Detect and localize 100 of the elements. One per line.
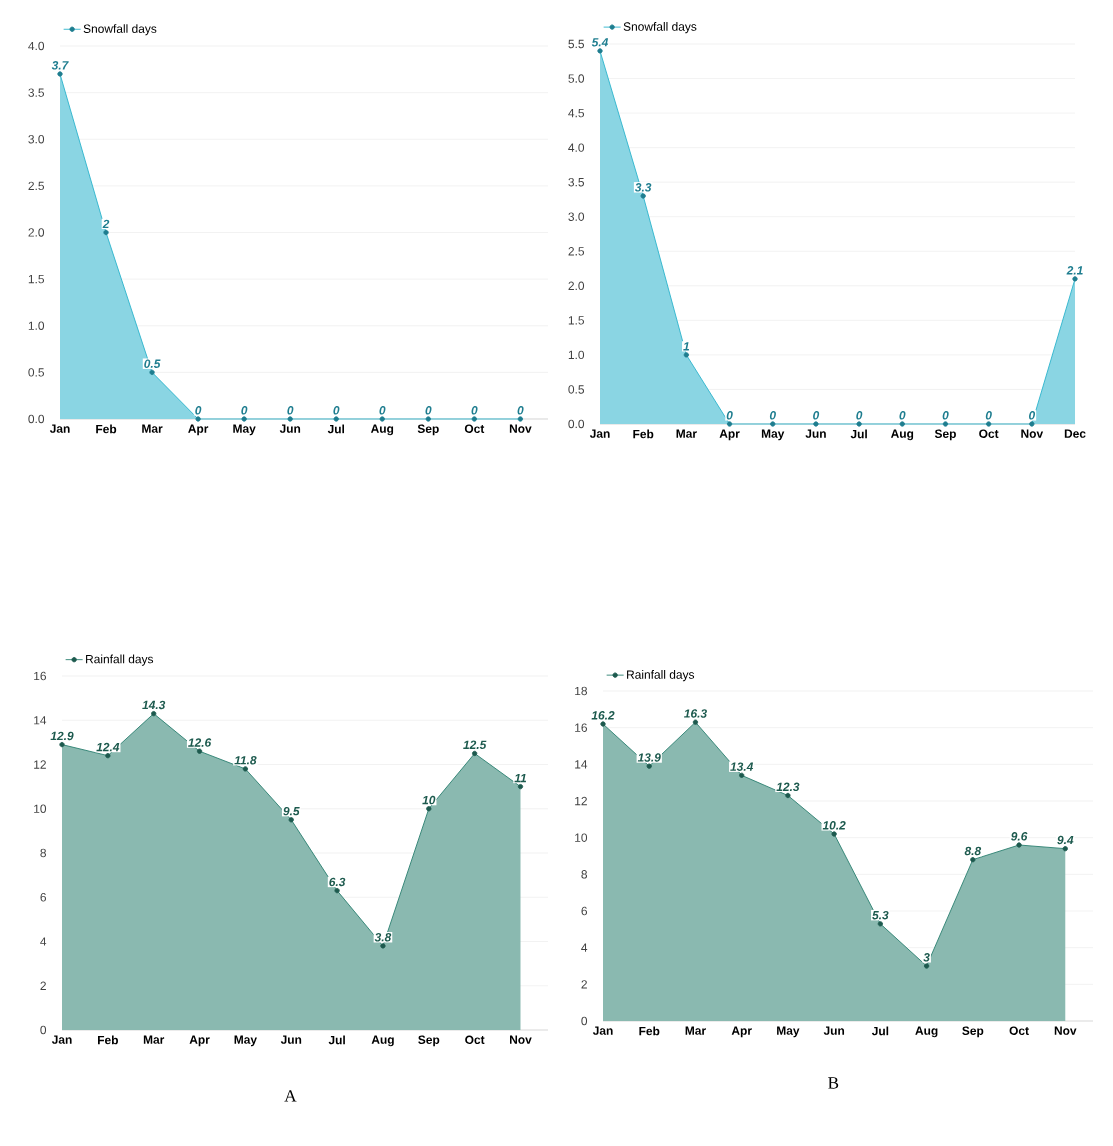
point	[831, 831, 837, 837]
y-tick-label: 2	[40, 981, 46, 990]
data-label: 0	[379, 406, 386, 415]
x-tick-label: Aug	[915, 1026, 938, 1038]
point	[877, 921, 884, 927]
y-tick-label: 1.5	[568, 316, 585, 325]
data-label: 0	[287, 406, 294, 415]
x-tick-label: Jul	[871, 1026, 889, 1036]
legend-label: Rainfall days	[86, 654, 154, 666]
point	[646, 763, 652, 769]
y-tick-label: 0	[581, 1016, 588, 1026]
data-label: 0	[856, 411, 863, 420]
x-tick-label: Nov	[1054, 1026, 1077, 1035]
data-label: 10	[422, 795, 436, 805]
x-tick-label: Aug	[890, 429, 914, 441]
x-tick-label: May	[234, 1035, 257, 1047]
data-label: 0	[241, 406, 248, 415]
text: A	[284, 1090, 297, 1102]
data-label: 12.6	[188, 738, 212, 747]
x-tick-label: Jul	[328, 1035, 345, 1045]
x-tick-label: Oct	[465, 1035, 485, 1044]
point	[1016, 842, 1022, 848]
data-label: 5.3	[872, 910, 889, 920]
data-label: 3.8	[374, 933, 392, 942]
point	[196, 748, 203, 754]
point	[151, 710, 157, 717]
data-label: 9.4	[1057, 835, 1074, 845]
y-tick-label: 8	[40, 848, 46, 858]
data-label: 3.7	[51, 61, 69, 70]
x-tick-label: May	[777, 1026, 800, 1038]
y-tick-label: 1.0	[568, 350, 585, 360]
y-tick-label: 14	[34, 716, 47, 725]
y-tick-label: 12	[34, 760, 46, 769]
text: B	[828, 1077, 839, 1089]
y-tick-label: 0	[40, 1025, 47, 1035]
x-tick-label: Sep	[417, 424, 439, 436]
legend-label: Snowfall days	[623, 22, 697, 34]
y-tick-label: 5.5	[568, 39, 585, 49]
data-label: 12.3	[776, 782, 800, 792]
x-tick-label: Apr	[731, 1026, 752, 1038]
legend-label: Rainfall days	[627, 670, 695, 682]
data-label: 16.3	[684, 709, 707, 718]
y-tick-label: 8	[581, 870, 588, 879]
data-label: 5.4	[591, 38, 609, 47]
point	[472, 750, 478, 757]
y-tick-label: 0.5	[568, 385, 585, 394]
x-tick-label: May	[761, 429, 785, 441]
data-label: 0	[1029, 411, 1036, 420]
data-label: 0	[942, 411, 949, 420]
data-label: 12.5	[463, 740, 487, 749]
y-tick-label: 18	[575, 686, 588, 696]
x-tick-label: Mar	[676, 429, 697, 438]
x-tick-label: Jan	[589, 429, 610, 438]
x-tick-label: May	[233, 424, 256, 436]
y-tick-label: 6	[581, 906, 588, 916]
y-tick-label: 3.5	[28, 88, 45, 97]
x-tick-label: Dec	[1064, 429, 1086, 438]
x-tick-label: Mar	[685, 1026, 706, 1035]
data-label: 0	[517, 406, 524, 415]
y-tick-label: 16	[575, 723, 588, 732]
legend-label: Snowfall days	[83, 24, 157, 36]
y-tick-label: 1.5	[28, 274, 45, 284]
x-tick-label: Sep	[934, 429, 956, 441]
data-label: 0	[813, 411, 820, 420]
data-label: 2.1	[1066, 266, 1083, 275]
x-tick-label: Aug	[371, 1035, 394, 1047]
y-tick-label: 12	[575, 796, 587, 806]
x-tick-label: Jan	[49, 424, 70, 433]
x-tick-label: Jun	[805, 429, 826, 438]
y-tick-label: 1.0	[28, 321, 45, 330]
data-label: 0	[769, 411, 776, 420]
y-tick-label: 6	[40, 893, 46, 902]
point	[517, 783, 524, 790]
data-label: 0	[425, 406, 432, 415]
x-tick-label: Nov	[510, 1035, 532, 1044]
y-tick-label: 10	[34, 804, 47, 813]
data-label: 3	[923, 953, 930, 962]
y-tick-label: 3.0	[28, 135, 45, 144]
y-tick-label: 0.0	[28, 414, 45, 424]
x-tick-label: Nov	[1021, 429, 1044, 438]
y-tick-label: 3.0	[568, 212, 585, 221]
point	[334, 887, 340, 894]
x-tick-label: Jun	[280, 1035, 302, 1044]
data-label: 11.8	[234, 756, 257, 765]
data-label: 13.4	[730, 762, 754, 771]
point	[1062, 846, 1068, 852]
data-label: 14.3	[142, 700, 166, 710]
point	[600, 721, 606, 727]
point	[59, 741, 65, 748]
x-tick-label: Jan	[592, 1026, 613, 1035]
data-label: 0	[333, 406, 340, 415]
y-tick-label: 3.5	[568, 177, 585, 187]
x-tick-label: Mar	[142, 424, 163, 433]
data-label: 0	[985, 411, 992, 420]
point	[785, 792, 791, 799]
y-tick-label: 14	[575, 760, 588, 769]
point	[105, 753, 111, 759]
x-tick-label: Jun	[823, 1026, 845, 1035]
x-tick-label: Oct	[1009, 1026, 1029, 1035]
y-tick-label: 2.5	[568, 247, 585, 256]
